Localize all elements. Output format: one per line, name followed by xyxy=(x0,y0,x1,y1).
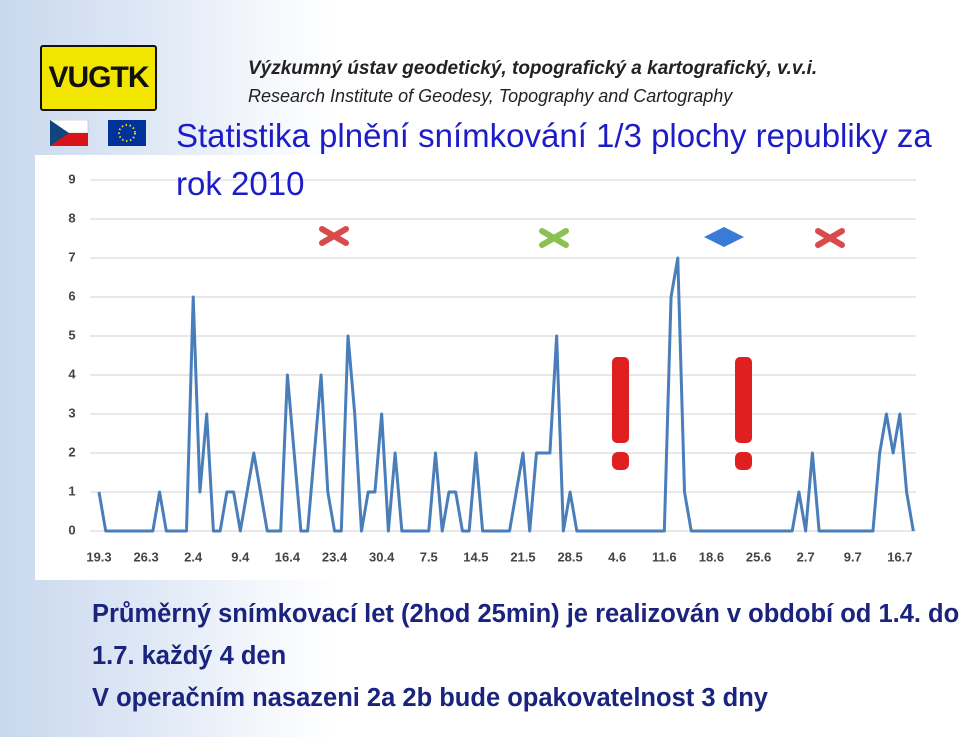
x-tick-label: 7.5 xyxy=(420,549,438,564)
x-tick-label: 21.5 xyxy=(510,549,535,564)
y-tick-label: 3 xyxy=(68,405,75,420)
x-tick-label: 9.4 xyxy=(231,549,250,564)
institute-name: Výzkumný ústav geodetický, topografický … xyxy=(248,58,818,79)
x-tick-label: 18.6 xyxy=(699,549,724,564)
y-tick-label: 6 xyxy=(68,288,75,303)
note: Průměrný snímkovací let (2hod 25min) je … xyxy=(92,600,959,670)
y-tick-label: 2 xyxy=(68,444,75,459)
flags xyxy=(50,120,146,146)
y-tick-label: 8 xyxy=(68,210,75,225)
x-tick-label: 16.7 xyxy=(887,549,912,564)
y-tick-label: 9 xyxy=(68,171,75,186)
data-line xyxy=(97,256,915,533)
logo: VUGTK xyxy=(40,45,157,111)
note: V operačním nasazeni 2a 2b bude opakovat… xyxy=(92,684,768,712)
x-tick-label: 26.3 xyxy=(133,549,158,564)
y-tick-label: 0 xyxy=(68,522,75,537)
x-tick-label: 2.4 xyxy=(184,549,203,564)
x-tick-label: 16.4 xyxy=(275,549,301,564)
x-tick-label: 4.6 xyxy=(608,549,626,564)
x-tick-label: 9.7 xyxy=(844,549,862,564)
y-tick-label: 7 xyxy=(68,249,75,264)
x-tick-label: 23.4 xyxy=(322,549,348,564)
notes: Průměrný snímkovací let (2hod 25min) je … xyxy=(92,593,959,719)
x-tick-label: 25.6 xyxy=(746,549,771,564)
chart-title: Statistika plnění snímkování 1/3 plochy … xyxy=(176,117,932,202)
plot-background xyxy=(35,155,916,580)
y-tick-label: 5 xyxy=(68,327,75,342)
x-tick-label: 2.7 xyxy=(797,549,815,564)
y-tick-label: 1 xyxy=(68,483,75,498)
annotations xyxy=(319,226,845,470)
institute-name-en: Research Institute of Geodesy, Topograph… xyxy=(248,86,733,106)
x-tick-label: 11.6 xyxy=(652,549,677,564)
x-tick-label: 30.4 xyxy=(369,549,395,564)
x-tick-label: 14.5 xyxy=(463,549,488,564)
y-tick-label: 4 xyxy=(68,366,76,381)
x-tick-label: 28.5 xyxy=(557,549,582,564)
x-tick-label: 19.3 xyxy=(86,549,111,564)
